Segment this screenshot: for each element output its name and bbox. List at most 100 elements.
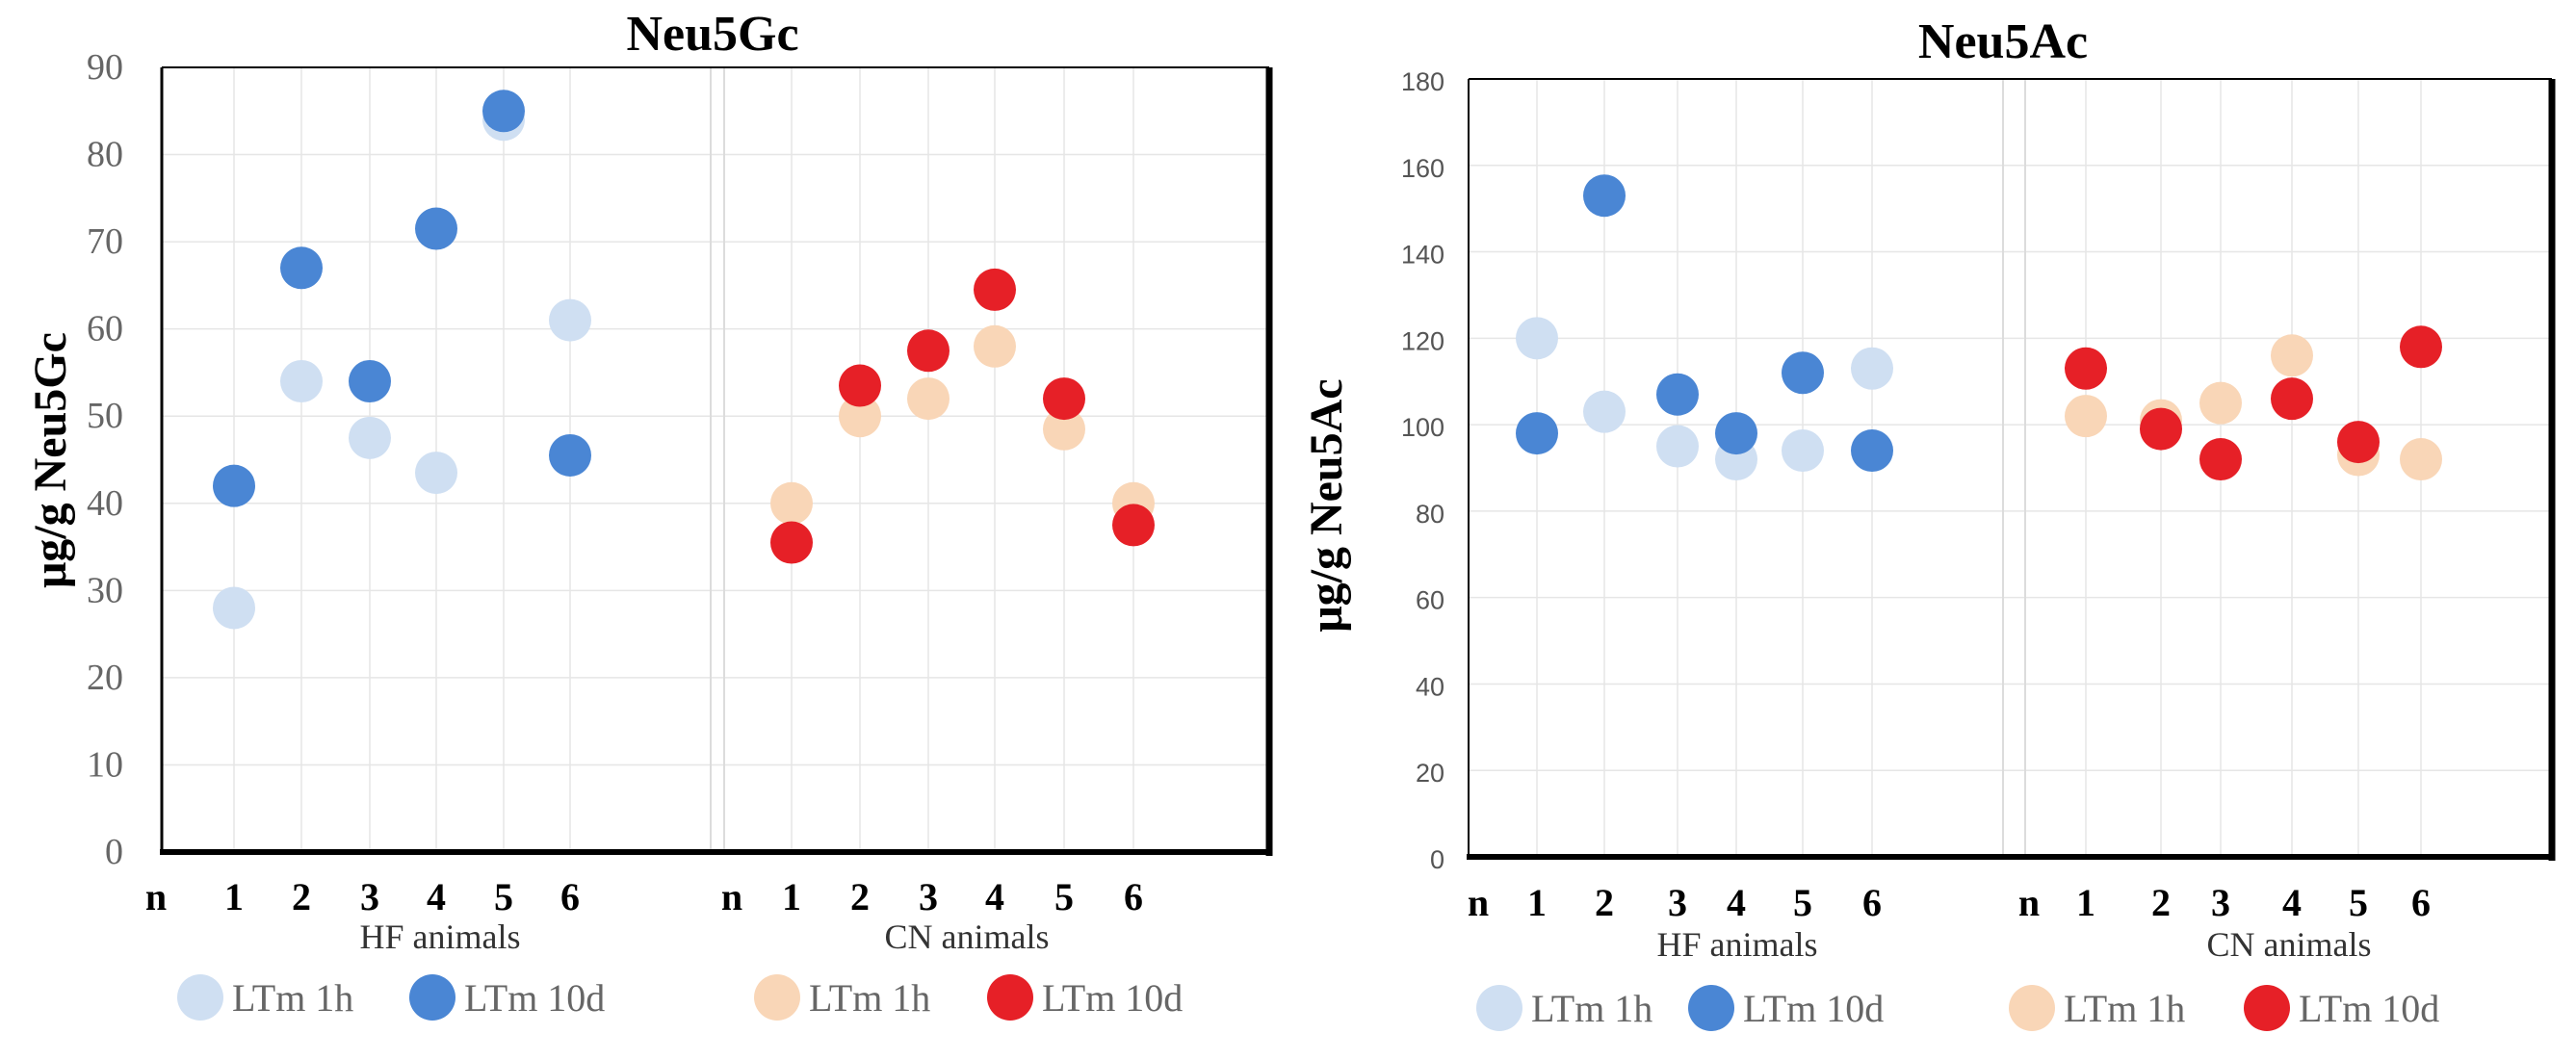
chart1-data-point xyxy=(280,360,323,402)
chart1-n-label: n xyxy=(145,875,167,918)
chart1-data-point xyxy=(415,207,457,250)
chart2-n-label: n xyxy=(2018,881,2040,924)
chart1-legend-label: LTm 10d xyxy=(464,976,605,1020)
chart2-legend-label: LTm 1h xyxy=(1531,987,1652,1030)
chart2-ytick-label: 60 xyxy=(1416,586,1444,615)
chart2-data-point xyxy=(1851,429,1893,473)
chart1-data-point xyxy=(349,416,391,459)
chart1-ytick-label: 70 xyxy=(87,221,123,262)
chart2-ytick-label: 0 xyxy=(1430,845,1444,874)
chart2-data-point xyxy=(1782,351,1824,395)
chart1-category-label: 5 xyxy=(1054,875,1074,918)
chart2-ytick-label: 80 xyxy=(1416,500,1444,529)
chart2-data-point xyxy=(1583,390,1626,433)
chart1-legend-marker xyxy=(987,974,1033,1021)
chart1-data-point xyxy=(280,246,323,290)
chart2-group-label: HF animals xyxy=(1657,925,1818,964)
chart1-title: Neu5Gc xyxy=(626,7,798,62)
chart1-legend-label: LTm 10d xyxy=(1042,976,1183,1020)
chart1-ytick-label: 90 xyxy=(87,47,123,88)
chart2-data-point xyxy=(2065,395,2107,438)
chart1-data-point xyxy=(213,586,255,630)
chart1-data-point xyxy=(1043,407,1085,451)
chart2-category-label: 2 xyxy=(2151,881,2171,924)
chart1-category-label: 6 xyxy=(560,875,580,918)
chart1-category-label: 4 xyxy=(427,875,446,918)
chart2-group-label: CN animals xyxy=(2207,925,2372,964)
chart2-data-point xyxy=(1516,317,1558,360)
chart1-category-label: 2 xyxy=(850,875,870,918)
chart1-category-label: 1 xyxy=(782,875,801,918)
chart2-category-label: 1 xyxy=(1527,881,1547,924)
chart1-data-point xyxy=(349,360,391,402)
chart2-data-point xyxy=(1851,347,1893,390)
chart1-data-point xyxy=(907,377,950,421)
chart2-legend-marker xyxy=(2244,985,2290,1031)
chart1-group-label: HF animals xyxy=(360,918,521,956)
chart1-ytick-label: 60 xyxy=(87,309,123,349)
chart1-data-point xyxy=(549,433,591,477)
chart2-legend-label: LTm 1h xyxy=(2064,987,2185,1030)
chart1-ytick-label: 0 xyxy=(105,832,123,872)
chart2-data-point xyxy=(1782,429,1824,473)
chart2-category-label: 5 xyxy=(1793,881,1812,924)
chart2-data-point xyxy=(2140,407,2182,451)
chart2-data-point xyxy=(2400,438,2442,481)
chart1-data-point xyxy=(482,90,525,133)
chart1-ytick-label: 30 xyxy=(87,570,123,610)
chart2-category-label: 6 xyxy=(2411,881,2431,924)
chart2-ylabel: μg/g Neu5Ac xyxy=(1301,378,1352,632)
chart2-data-point xyxy=(2199,381,2242,425)
chart2-ytick-label: 180 xyxy=(1401,67,1444,96)
chart1-data-point xyxy=(213,464,255,507)
chart1-ytick-label: 40 xyxy=(87,483,123,524)
chart1-ytick-label: 10 xyxy=(87,744,123,785)
chart2-title: Neu5Ac xyxy=(1918,14,2088,69)
chart2-data-point xyxy=(2337,421,2380,464)
chart2-category-label: 4 xyxy=(1727,881,1746,924)
chart2-legend-label: LTm 10d xyxy=(2299,987,2439,1030)
chart1-category-label: 5 xyxy=(494,875,513,918)
chart2-legend-label: LTm 10d xyxy=(1743,987,1884,1030)
chart2-data-point xyxy=(1656,373,1699,416)
chart2-legend-marker xyxy=(2009,985,2055,1031)
chart1-ytick-label: 80 xyxy=(87,135,123,175)
chart2-ytick-label: 40 xyxy=(1416,672,1444,701)
chart1-data-point xyxy=(974,268,1016,311)
chart1-data-point xyxy=(770,521,813,564)
chart1-data-point xyxy=(839,395,881,438)
chart1-data-point xyxy=(549,298,591,342)
chart1-ytick-label: 50 xyxy=(87,396,123,436)
chart2-ytick-label: 120 xyxy=(1401,326,1444,355)
chart2-ytick-label: 100 xyxy=(1401,413,1444,442)
chart2-n-label: n xyxy=(1468,881,1489,924)
chart2-data-point xyxy=(1516,412,1558,455)
chart2-legend-marker xyxy=(1688,985,1734,1031)
chart1-category-label: 3 xyxy=(919,875,938,918)
chart1-legend-marker xyxy=(409,974,455,1021)
chart2-data-point xyxy=(1715,412,1757,455)
chart2-data-point xyxy=(2400,325,2442,369)
chart1-group-label: CN animals xyxy=(885,918,1050,956)
chart1-category-label: 6 xyxy=(1124,875,1143,918)
chart2-data-point xyxy=(2065,347,2107,390)
chart1-data-point xyxy=(770,481,813,525)
chart2-category-label: 4 xyxy=(2282,881,2302,924)
chart1-legend-marker xyxy=(754,974,800,1021)
chart2-category-label: 5 xyxy=(2349,881,2368,924)
chart1-legend-marker xyxy=(177,974,223,1021)
chart2-category-label: 3 xyxy=(1668,881,1687,924)
chart2-data-point xyxy=(2271,377,2313,421)
chart1-category-label: 4 xyxy=(985,875,1004,918)
chart2-data-point xyxy=(2199,438,2242,481)
chart2-ytick-label: 160 xyxy=(1401,154,1444,183)
chart1-data-point xyxy=(415,452,457,495)
chart1-data-point xyxy=(1112,504,1155,547)
chart2-data-point xyxy=(2271,334,2313,377)
chart2-category-label: 6 xyxy=(1862,881,1882,924)
chart1-data-point xyxy=(907,329,950,373)
chart2-legend-marker xyxy=(1476,985,1522,1031)
chart1-n-label: n xyxy=(721,875,742,918)
chart1-data-point xyxy=(974,324,1016,368)
